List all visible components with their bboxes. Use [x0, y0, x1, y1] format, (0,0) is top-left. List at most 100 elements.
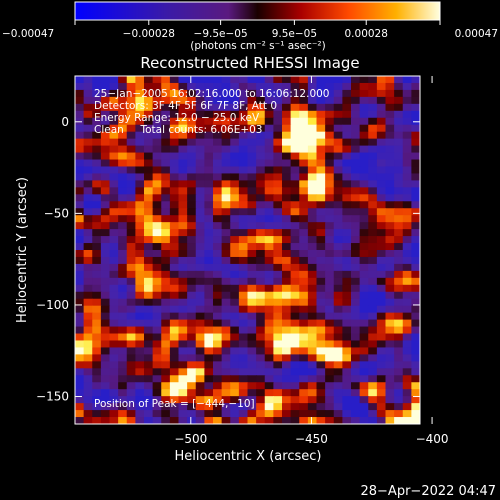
- heatmap-cell: [385, 333, 395, 342]
- heatmap-cell: [118, 403, 128, 411]
- heatmap-cell: [75, 82, 85, 91]
- heatmap-cell: [290, 340, 300, 349]
- heatmap-cell: [351, 347, 361, 355]
- heatmap-cell: [402, 117, 412, 126]
- heatmap-cell: [256, 89, 266, 98]
- heatmap-cell: [213, 187, 223, 195]
- heatmap-cell: [109, 319, 119, 328]
- heatmap-cell: [247, 354, 257, 362]
- heatmap-cell: [204, 173, 214, 181]
- heatmap-cell: [333, 76, 343, 84]
- heatmap-cell: [402, 319, 412, 328]
- heatmap-cell: [144, 222, 154, 230]
- heatmap-cell: [135, 152, 145, 161]
- heatmap-cell: [178, 194, 188, 202]
- heatmap-cell: [204, 368, 214, 376]
- heatmap-cell: [135, 110, 145, 119]
- heatmap-cell: [230, 312, 240, 321]
- heatmap-cell: [161, 277, 171, 286]
- heatmap-cell: [368, 117, 378, 126]
- heatmap-cell: [273, 166, 283, 175]
- heatmap-cell: [299, 173, 309, 181]
- heatmap-cell: [204, 187, 214, 195]
- heatmap-cell: [83, 138, 93, 147]
- heatmap-cell: [213, 110, 223, 119]
- heatmap-cell: [238, 250, 249, 258]
- heatmap-cell: [221, 215, 231, 223]
- heatmap-cell: [161, 340, 171, 349]
- heatmap-cell: [92, 222, 102, 230]
- heatmap-cell: [342, 173, 352, 181]
- heatmap-cell: [221, 263, 231, 272]
- heatmap-cell: [351, 229, 361, 237]
- heatmap-cell: [178, 354, 188, 362]
- heatmap-cell: [282, 131, 292, 140]
- heatmap-cell: [169, 263, 180, 272]
- heatmap-cell: [264, 117, 274, 126]
- heatmap-cell: [178, 319, 188, 328]
- heatmap-cell: [230, 417, 240, 424]
- heatmap-cell: [109, 76, 119, 84]
- heatmap-cell: [169, 284, 180, 293]
- heatmap-cell: [411, 145, 420, 154]
- heatmap-cell: [221, 110, 231, 119]
- heatmap-cell: [290, 270, 300, 279]
- heatmap-cell: [325, 243, 335, 251]
- heatmap-cell: [178, 117, 188, 126]
- heatmap-cell: [100, 208, 111, 216]
- heatmap-cell: [273, 256, 283, 265]
- heatmap-cell: [213, 82, 223, 91]
- heatmap-cell: [161, 284, 171, 293]
- heatmap-cell: [238, 243, 249, 251]
- heatmap-cell: [316, 396, 326, 404]
- heatmap-cell: [75, 291, 85, 300]
- heatmap-cell: [385, 159, 395, 168]
- heatmap-cell: [187, 354, 197, 362]
- heatmap-cell: [213, 103, 223, 112]
- heatmap-cell: [221, 131, 231, 140]
- heatmap-cell: [109, 82, 119, 91]
- heatmap-cell: [100, 417, 111, 424]
- x-axis-label: Heliocentric X (arcsec): [175, 449, 322, 464]
- heatmap-cell: [221, 277, 231, 286]
- heatmap-cell: [126, 229, 136, 237]
- heatmap-cell: [230, 347, 240, 355]
- heatmap-cell: [273, 82, 283, 91]
- heatmap-cell: [75, 354, 85, 362]
- annotation-time: 25−Jan−2005 16:02:16.000 to 16:06:12.000: [94, 88, 330, 100]
- heatmap-cell: [333, 187, 343, 195]
- heatmap-cell: [333, 305, 343, 314]
- heatmap-cell: [135, 236, 145, 244]
- heatmap-cell: [333, 382, 343, 390]
- heatmap-cell: [325, 194, 335, 202]
- heatmap-cell: [152, 89, 162, 98]
- heatmap-cell: [135, 103, 145, 112]
- heatmap-cell: [126, 166, 136, 175]
- heatmap-cell: [385, 152, 395, 161]
- heatmap-cell: [126, 96, 136, 105]
- heatmap-cell: [144, 312, 154, 321]
- heatmap-cell: [75, 256, 85, 265]
- heatmap-cell: [333, 138, 343, 147]
- heatmap-cell: [394, 340, 404, 349]
- heatmap-cell: [411, 298, 420, 307]
- heatmap-cell: [144, 201, 154, 209]
- heatmap-cell: [273, 180, 283, 188]
- heatmap-cell: [264, 243, 274, 251]
- heatmap-cell: [109, 312, 119, 321]
- heatmap-cell: [256, 229, 266, 237]
- heatmap-cell: [256, 110, 266, 119]
- heatmap-cell: [100, 145, 111, 154]
- heatmap-cell: [230, 243, 240, 251]
- heatmap-cell: [247, 263, 257, 272]
- heatmap-cell: [282, 201, 292, 209]
- heatmap-cell: [307, 131, 318, 140]
- heatmap-cell: [359, 124, 369, 133]
- heatmap-cell: [247, 410, 257, 418]
- heatmap-cell: [394, 208, 404, 216]
- heatmap-cell: [135, 312, 145, 321]
- heatmap-cell: [256, 187, 266, 195]
- heatmap-cell: [178, 159, 188, 168]
- heatmap-cell: [230, 117, 240, 126]
- heatmap-cell: [221, 417, 231, 424]
